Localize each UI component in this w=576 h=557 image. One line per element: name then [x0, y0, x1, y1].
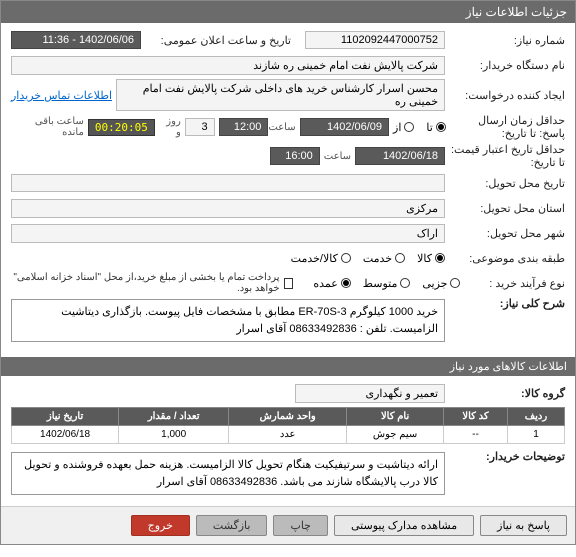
need-number-label: شماره نیاز: — [445, 34, 565, 47]
process-radio-minor[interactable]: جزیی — [422, 277, 460, 290]
announce-datetime-label: تاریخ و ساعت اعلان عمومی: — [141, 34, 291, 47]
cell-unit: عدد — [229, 426, 347, 444]
validity-date-value: 1402/06/18 — [355, 147, 445, 165]
city-value: اراک — [11, 224, 445, 243]
goods-group-value: تعمیر و نگهداری — [295, 384, 445, 403]
validity-time-value: 16:00 — [270, 147, 320, 165]
cell-date: 1402/06/18 — [12, 426, 119, 444]
time-remaining-label: ساعت باقی مانده — [11, 116, 84, 138]
process-label: نوع فرآیند خرید : — [460, 277, 565, 290]
attachments-button[interactable]: مشاهده مدارک پیوستی — [334, 515, 474, 536]
cell-name: سیم جوش — [347, 426, 444, 444]
need-number-value: 1102092447000752 — [305, 31, 445, 49]
contact-info-link[interactable]: اطلاعات تماس خریدار — [11, 89, 112, 102]
countdown-value: 00:20:05 — [88, 119, 155, 136]
validity-label: حداقل تاریخ اعتبار قیمت: تا تاریخ: — [445, 143, 565, 169]
footer-buttons: پاسخ به نیاز مشاهده مدارک پیوستی چاپ باز… — [1, 506, 575, 544]
back-button[interactable]: بازگشت — [196, 515, 268, 536]
col-date: تاریخ نیاز — [12, 408, 119, 426]
response-radio-ta[interactable]: تا — [426, 121, 445, 134]
hour-label-2: ساعت — [324, 151, 351, 162]
buyer-notes-label: توضیحات خریدار: — [445, 450, 565, 463]
response-date-value: 1402/06/09 — [300, 118, 389, 136]
province-label: استان محل تحویل: — [445, 202, 565, 215]
day-and-label: روز و — [159, 116, 181, 138]
col-code: کد کالا — [444, 408, 508, 426]
table-header-row: ردیف کد کالا نام کالا واحد شمارش تعداد /… — [12, 408, 565, 426]
payment-note-group: پرداخت تمام یا بخشی از مبلغ خرید،از محل … — [11, 272, 293, 294]
table-row[interactable]: 1 -- سیم جوش عدد 1,000 1402/06/18 — [12, 426, 565, 444]
classification-radio-khedmat[interactable]: خدمت — [363, 252, 405, 265]
respond-button[interactable]: پاسخ به نیاز — [480, 515, 567, 536]
province-value: مرکزی — [11, 199, 445, 218]
exit-button[interactable]: خروج — [131, 515, 190, 536]
col-unit: واحد شمارش — [229, 408, 347, 426]
delivery-date-value — [11, 174, 445, 192]
cell-qty: 1,000 — [119, 426, 229, 444]
response-radio-az[interactable]: از — [393, 121, 414, 134]
request-creator-label: ایجاد کننده درخواست: — [445, 89, 565, 102]
items-table: ردیف کد کالا نام کالا واحد شمارش تعداد /… — [11, 407, 565, 444]
announce-datetime-value: 1402/06/06 - 11:36 — [11, 31, 141, 49]
request-creator-value: محسن اسرار کارشناس خرید های داخلی شرکت پ… — [116, 79, 445, 111]
goods-group-label: گروه کالا: — [445, 387, 565, 400]
col-row: ردیف — [508, 408, 565, 426]
need-summary-label: شرح کلی نیاز: — [445, 297, 565, 310]
hour-label-1: ساعت — [268, 122, 295, 133]
print-button[interactable]: چاپ — [273, 515, 328, 536]
city-label: شهر محل تحویل: — [445, 227, 565, 240]
classification-radio-both[interactable]: کالا/خدمت — [291, 252, 351, 265]
col-qty: تعداد / مقدار — [119, 408, 229, 426]
cell-row: 1 — [508, 426, 565, 444]
process-radio-medium[interactable]: متوسط — [363, 277, 411, 290]
buyer-notes-value: ارائه دیتاشیت و سرتیفیکیت هنگام تحویل کا… — [11, 452, 445, 495]
response-time-value: 12:00 — [219, 118, 269, 136]
process-radio-major[interactable]: عمده — [313, 277, 350, 290]
min-response-label: حداقل زمان ارسال پاسخ: تا تاریخ: — [446, 114, 565, 140]
need-summary-value: خرید 1000 کیلوگرم ER-70S-3 مطابق با مشخص… — [11, 299, 445, 342]
delivery-date-label: تاریخ محل تحویل: — [445, 177, 565, 190]
response-radio-group: تا از — [393, 121, 446, 134]
payment-checkbox[interactable] — [284, 278, 294, 289]
classification-label: طبقه بندی موضوعی: — [445, 252, 565, 265]
cell-code: -- — [444, 426, 508, 444]
response-days-value: 3 — [185, 118, 215, 136]
classification-radio-kala[interactable]: کالا — [417, 252, 445, 265]
process-radio-group: جزیی متوسط عمده — [313, 277, 460, 290]
classification-radio-group: کالا خدمت کالا/خدمت — [291, 252, 445, 265]
buyer-org-label: نام دستگاه خریدار: — [445, 59, 565, 72]
col-name: نام کالا — [347, 408, 444, 426]
buyer-org-value: شرکت پالایش نفت امام خمینی ره شازند — [11, 56, 445, 75]
main-header: جزئیات اطلاعات نیاز — [1, 1, 575, 23]
payment-note-text: پرداخت تمام یا بخشی از مبلغ خرید،از محل … — [11, 272, 280, 294]
items-section-header: اطلاعات کالاهای مورد نیاز — [1, 357, 575, 376]
